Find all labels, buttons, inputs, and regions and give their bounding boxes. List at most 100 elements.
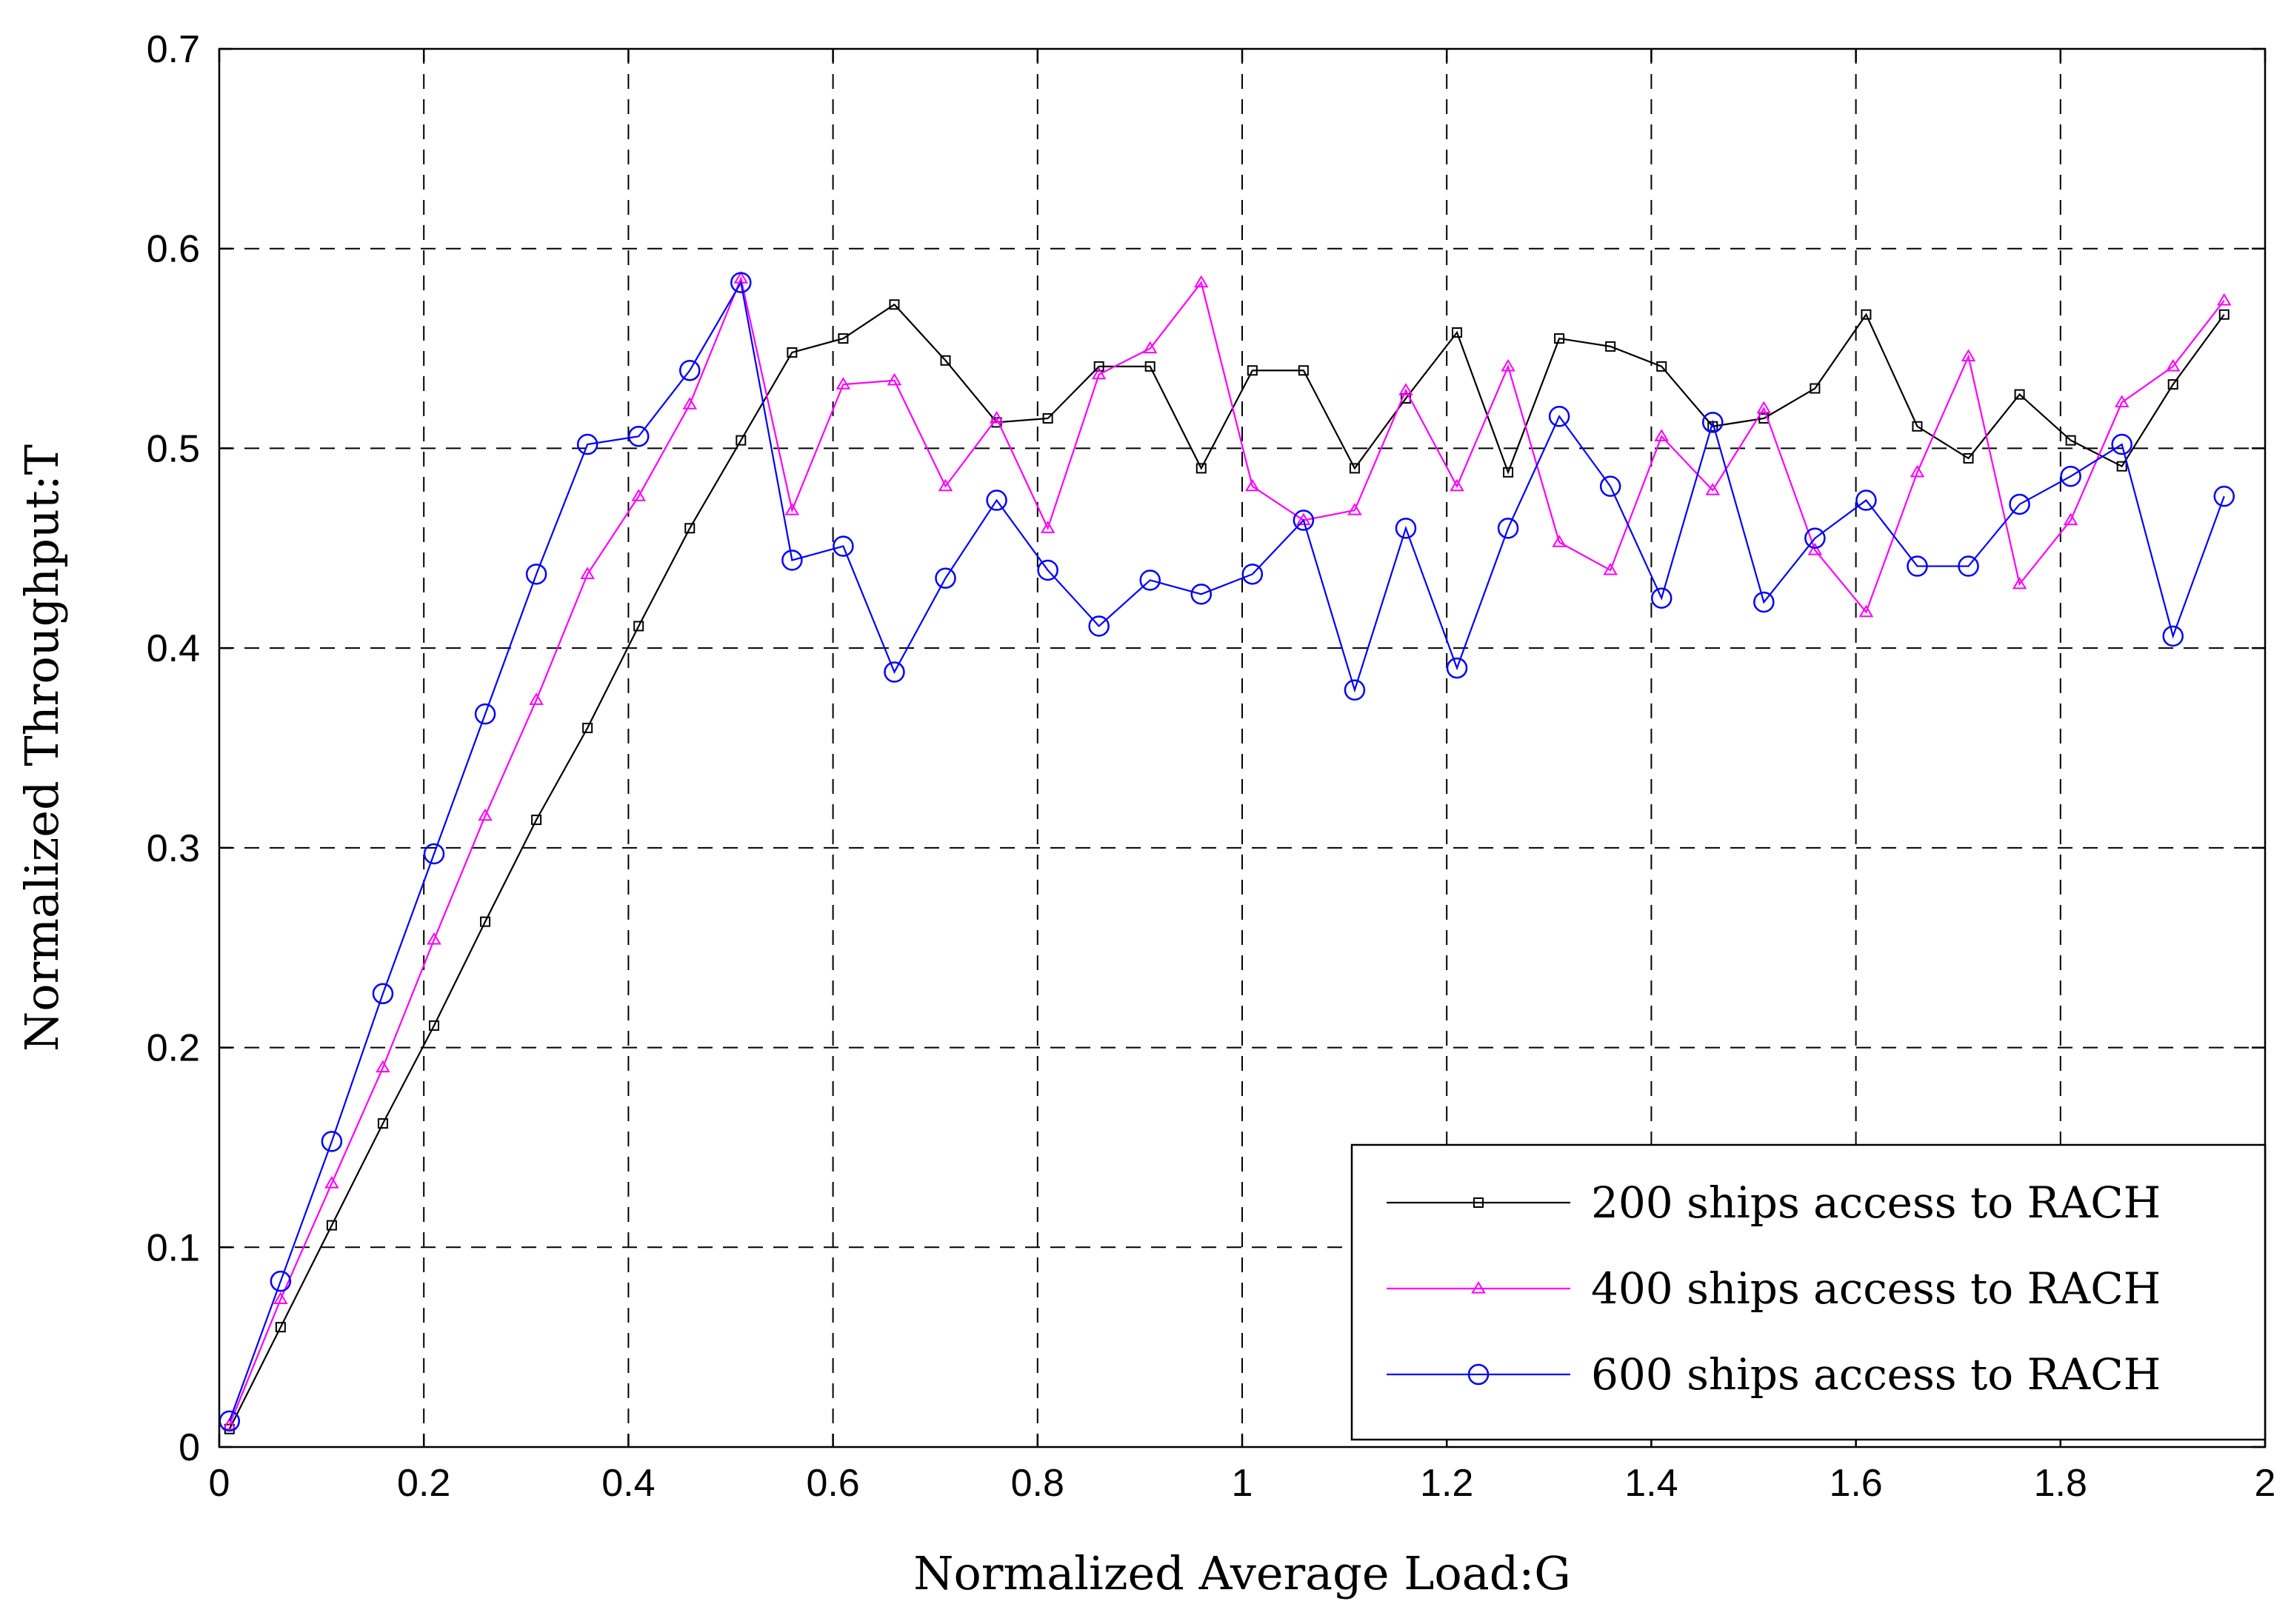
y-tick-label: 0	[179, 1426, 200, 1469]
data-point	[1194, 275, 1209, 288]
x-tick-label: 0.4	[601, 1462, 655, 1505]
data-point	[222, 1417, 237, 1430]
data-point	[2009, 493, 2030, 515]
data-point	[736, 435, 747, 446]
data-point	[684, 523, 696, 534]
data-point	[326, 1220, 337, 1231]
data-point	[2063, 512, 2078, 526]
data-point	[321, 1131, 343, 1152]
data-point	[1040, 521, 1056, 533]
data-point	[1963, 452, 1974, 464]
legend-item: 200 ships access to RACH	[1387, 1177, 2161, 1228]
data-point	[1190, 584, 1213, 605]
y-tick-label: 0.3	[147, 827, 200, 870]
data-point	[427, 932, 441, 945]
data-point	[1912, 421, 1923, 432]
data-point	[1501, 358, 1515, 372]
data-point	[529, 692, 544, 705]
series-3	[219, 272, 2235, 1432]
data-point	[531, 815, 542, 826]
data-point	[2167, 379, 2178, 390]
data-point	[1398, 383, 1413, 395]
y-tick-label: 0.5	[147, 427, 200, 470]
data-point	[938, 478, 953, 492]
data-point	[1548, 406, 1570, 427]
data-point	[377, 1118, 388, 1129]
y-tick-label: 0.2	[147, 1027, 200, 1070]
data-point	[1961, 349, 1976, 361]
data-point	[935, 567, 956, 589]
data-point	[2060, 465, 2081, 487]
legend-marker	[1471, 1281, 1486, 1294]
data-point	[1296, 512, 1311, 526]
data-point	[1807, 543, 1823, 555]
data-point	[833, 535, 854, 557]
data-point	[480, 916, 491, 927]
data-point	[1195, 463, 1207, 474]
legend-marker	[1473, 1197, 1484, 1208]
legend-item: 600 ships access to RACH	[1387, 1349, 2161, 1400]
data-point	[1298, 365, 1309, 376]
x-tick-label: 0.8	[1011, 1462, 1064, 1505]
y-tick-label: 0.4	[147, 627, 200, 670]
data-point	[679, 359, 701, 381]
data-point	[631, 489, 646, 501]
data-point	[1910, 464, 1925, 478]
data-point	[1446, 657, 1468, 679]
data-point	[730, 272, 752, 293]
data-point	[474, 703, 496, 725]
series-line	[228, 275, 2225, 1426]
data-point	[1907, 555, 1928, 577]
data-point	[1241, 564, 1264, 585]
y-tick-label: 0.7	[147, 28, 200, 71]
data-point	[627, 425, 650, 447]
data-point	[1753, 591, 1775, 613]
data-point	[1858, 604, 1874, 618]
data-point	[582, 723, 593, 734]
x-tick-label: 1	[1232, 1462, 1253, 1505]
data-point	[2213, 485, 2235, 507]
data-point	[372, 983, 394, 1004]
data-point	[1552, 535, 1567, 547]
data-point	[1958, 555, 1979, 577]
data-point	[2217, 293, 2232, 306]
data-point	[986, 489, 1007, 511]
data-point	[1395, 518, 1417, 539]
data-point	[2012, 576, 2027, 589]
data-point	[1042, 412, 1053, 424]
data-point	[1503, 467, 1514, 478]
x-tick-label: 1.8	[2034, 1462, 2087, 1505]
x-axis-label: Normalized Average Load:G	[913, 1546, 1571, 1600]
series-line	[228, 280, 2225, 1422]
data-point	[836, 377, 851, 390]
data-point	[1452, 327, 1463, 338]
data-point	[1139, 569, 1161, 591]
y-tick-label: 0.1	[147, 1226, 200, 1269]
data-point	[1855, 489, 1877, 511]
data-point	[525, 564, 547, 585]
data-point	[1093, 361, 1104, 372]
grid	[219, 49, 2265, 1447]
data-point	[889, 299, 900, 310]
data-point	[1245, 478, 1260, 492]
ticks: 0 0.2 0.4 0.6 0.8 1 1.2 1.4 1.6 1.8 2 0 0.1 0.2 0.3 0.4…	[147, 28, 2276, 1505]
x-tick-label: 0.6	[806, 1462, 859, 1505]
data-point	[1599, 475, 1621, 497]
data-point	[1037, 559, 1058, 581]
data-point	[1344, 679, 1366, 701]
data-point	[576, 433, 598, 455]
data-point	[275, 1322, 286, 1333]
data-point	[1247, 365, 1258, 376]
legend-item: 400 ships access to RACH	[1387, 1263, 2161, 1314]
data-point	[429, 1020, 440, 1031]
x-tick-label: 1.2	[1420, 1462, 1473, 1505]
data-point	[633, 621, 644, 632]
data-point	[1654, 429, 1669, 441]
series-2	[222, 271, 2232, 1430]
data-point	[324, 1176, 339, 1189]
data-point	[1656, 361, 1667, 372]
legend-label: 400 ships access to RACH	[1591, 1263, 2161, 1314]
data-point	[2114, 395, 2130, 407]
data-point	[2165, 358, 2181, 372]
